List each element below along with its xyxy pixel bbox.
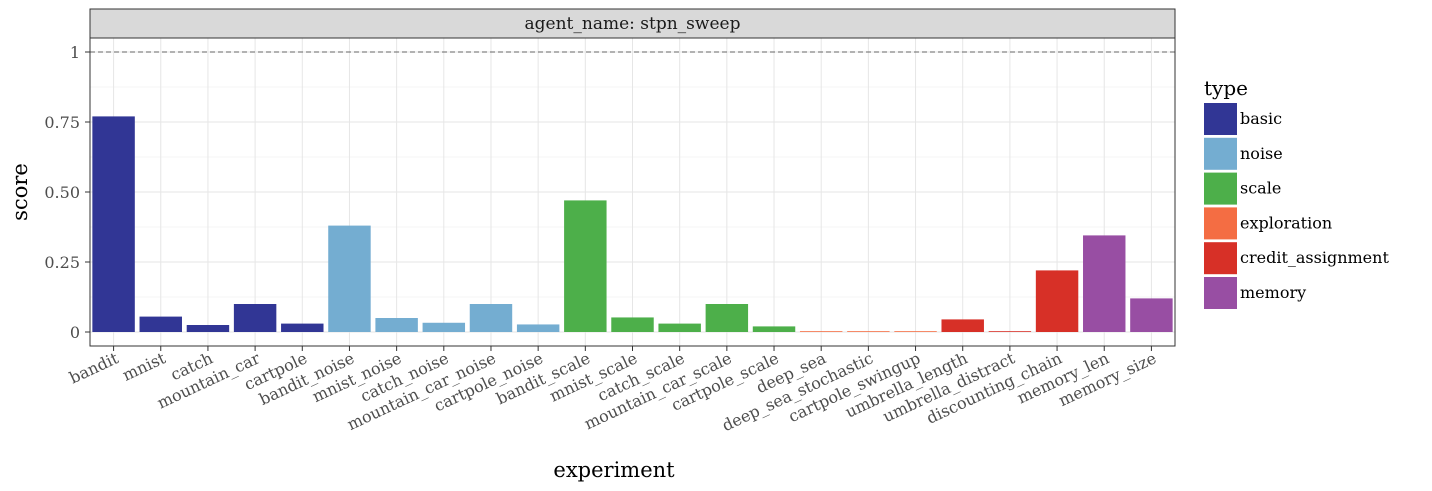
bar-cartpole: [281, 323, 324, 332]
bar-mnist: [139, 316, 182, 332]
legend-label-exploration: exploration: [1240, 213, 1332, 232]
plot-panel: [89, 37, 1176, 347]
legend-label-scale: scale: [1240, 179, 1281, 198]
bar-cartpole_swingup: [894, 331, 937, 332]
y-axis-title: score: [8, 163, 32, 221]
facet-label: agent_name: stpn_sweep: [525, 14, 741, 34]
y-tick-label: 1: [70, 43, 80, 62]
y-tick-label: 0: [70, 323, 80, 342]
bar-discounting_chain: [1035, 270, 1079, 332]
bar-umbrella_distract: [988, 331, 1032, 332]
facet-strip-background: [89, 8, 1176, 39]
bar-memory_len: [1083, 235, 1126, 332]
x-tick-label: mnist: [119, 348, 169, 385]
legend-key-exploration: [1204, 207, 1237, 240]
bar-catch: [186, 325, 230, 332]
bar-mnist_scale: [611, 317, 654, 332]
x-tick-label: bandit: [66, 348, 122, 387]
bar-cartpole_noise: [516, 324, 560, 332]
legend-key-scale: [1204, 172, 1237, 205]
facet-strip: agent_name: stpn_sweep: [89, 8, 1176, 39]
y-tick-label: 0.25: [44, 253, 80, 272]
y-axis-ticks: 0 0.25 0.50 0.75 1: [44, 43, 90, 342]
bar-mountain_car_noise: [469, 304, 513, 332]
bar-bandit_noise: [328, 225, 371, 332]
bar-deep_sea: [799, 331, 843, 332]
legend-label-memory: memory: [1240, 283, 1306, 302]
bar-umbrella_length: [941, 319, 984, 332]
legend-key-memory: [1204, 277, 1237, 309]
legend-key-basic: [1204, 103, 1237, 135]
bar-catch_noise: [422, 322, 466, 332]
bar-mnist_noise: [375, 318, 418, 332]
bar-catch_scale: [658, 323, 701, 332]
y-tick-label: 0.50: [44, 183, 80, 202]
legend-label-credit_assignment: credit_assignment: [1240, 248, 1389, 267]
bar-bandit: [92, 116, 135, 333]
y-tick-label: 0.75: [44, 113, 80, 132]
legend-key-noise: [1204, 137, 1237, 170]
bar-bandit_scale: [564, 200, 607, 332]
bar-mountain_car_scale: [705, 304, 749, 332]
x-axis-title: experiment: [553, 458, 675, 482]
bar-cartpole_scale: [752, 326, 796, 332]
legend-key-credit_assignment: [1204, 242, 1237, 275]
legend-label-noise: noise: [1240, 144, 1283, 163]
bar-memory_size: [1130, 298, 1173, 332]
bar-deep_sea_stochastic: [847, 331, 890, 332]
legend-title: type: [1204, 76, 1248, 100]
legend-label-basic: basic: [1240, 109, 1282, 128]
legend: type basic noise scale exploration credit_as…: [1204, 76, 1389, 309]
bar-mountain_car: [233, 304, 277, 332]
